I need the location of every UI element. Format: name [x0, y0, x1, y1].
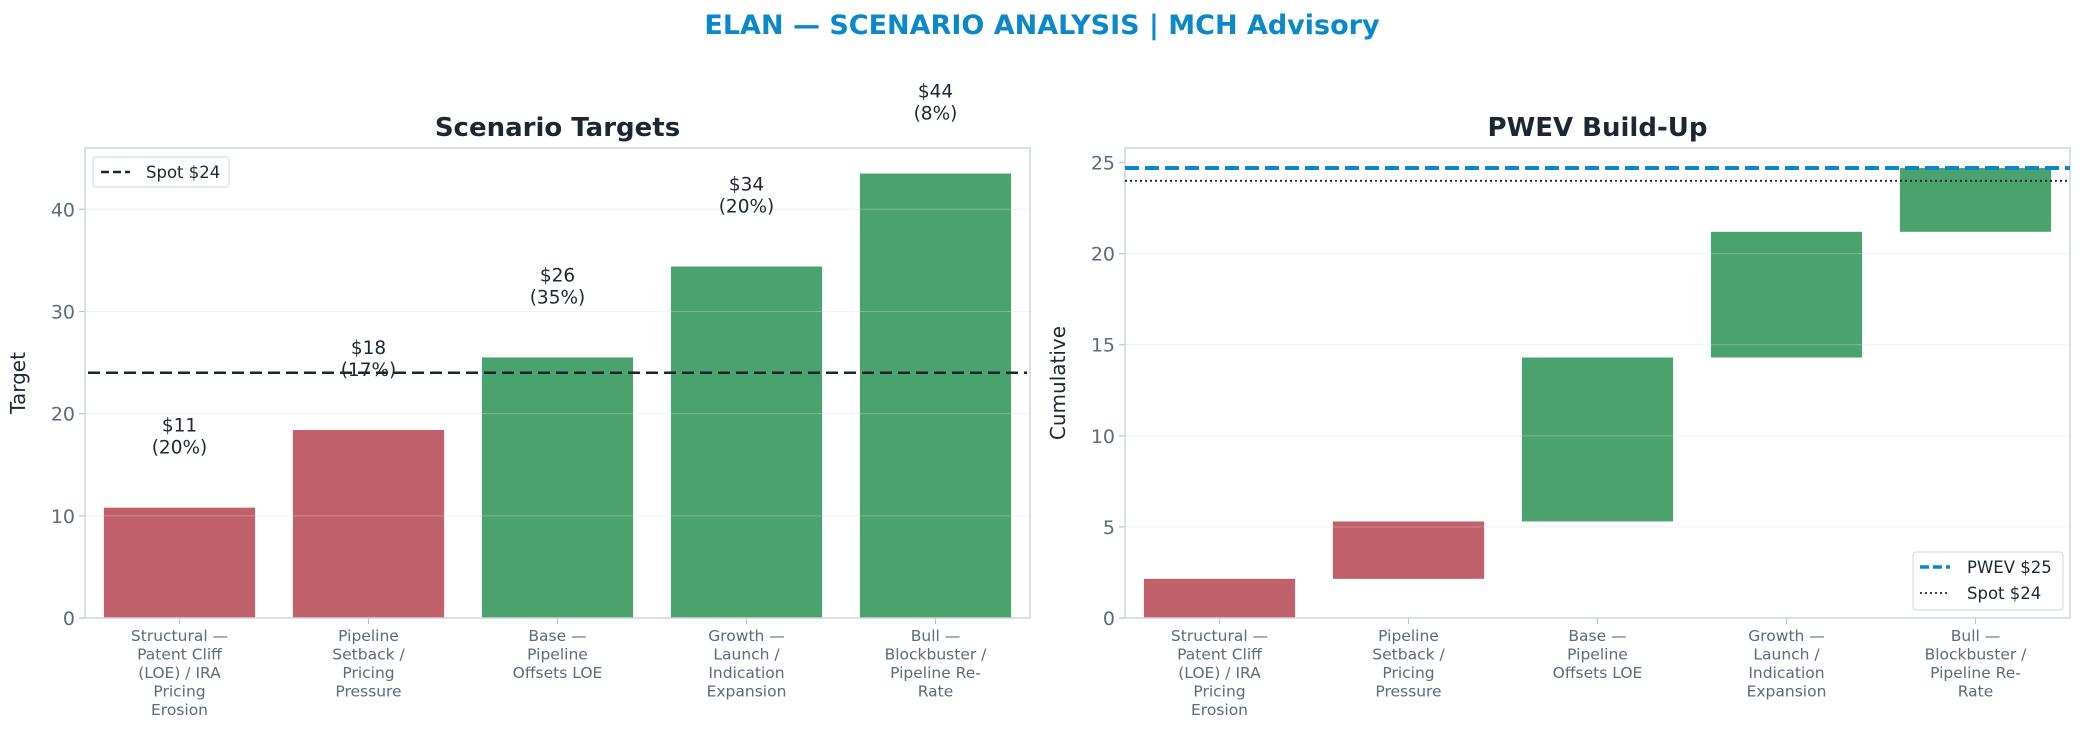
- chart-title: PWEV Build-Up: [1488, 113, 1708, 143]
- chart-title: Scenario Targets: [435, 113, 680, 143]
- legend-box: [1912, 551, 2064, 611]
- legend-box: [92, 156, 230, 188]
- y-tick-label: 30: [51, 301, 75, 323]
- y-tick-label: 10: [51, 506, 75, 528]
- plot-frame: [84, 147, 1031, 619]
- legend: PWEV $25 Spot $24: [1912, 551, 2064, 611]
- y-tick-label: 0: [1103, 608, 1115, 630]
- data-label-5: $44 (8%): [914, 82, 958, 125]
- bar-3: [1521, 357, 1674, 522]
- category-label-3: Base — Pipeline Offsets LOE: [513, 627, 603, 682]
- y-tick-label: 10: [1091, 426, 1115, 448]
- scenario-targets-chart: Scenario Targets 0 10 20 30 40 Structural — Pat…: [6, 82, 1031, 719]
- data-label-4: $34 (20%): [719, 175, 775, 218]
- bar-1: [103, 507, 256, 618]
- bar-3: [481, 357, 634, 618]
- category-label-4: Growth — Launch / Indication Expansion: [707, 627, 787, 701]
- legend-spot-label: Spot $24: [146, 163, 220, 182]
- y-tick-label: 5: [1103, 517, 1115, 539]
- bar-5: [1899, 168, 2052, 232]
- bar-4: [1710, 231, 1863, 358]
- y-tick-label: 15: [1091, 335, 1115, 357]
- data-label-3: $26 (35%): [530, 265, 586, 308]
- plot-frame: [1124, 147, 2071, 619]
- legend-pwev-label: PWEV $25: [1967, 558, 2052, 577]
- y-axis-label: Target: [6, 352, 30, 415]
- data-label-2: $18 (17%): [341, 338, 397, 381]
- y-axis-label: Cumulative: [1046, 326, 1070, 440]
- y-tick-label: 20: [1091, 244, 1115, 266]
- category-label-5: Bull — Blockbuster / Pipeline Re-Rate: [1925, 627, 2028, 701]
- legend-spot-label: Spot $24: [1967, 584, 2041, 603]
- bar-2: [1332, 521, 1485, 579]
- category-label-2: Pipeline Setback / Pricing Pressure: [332, 627, 405, 701]
- bar-1: [1143, 578, 1296, 618]
- y-tick-label: 25: [1091, 153, 1115, 175]
- y-tick-label: 40: [51, 199, 75, 221]
- pwev-buildup-chart: PWEV Build-Up 0 5 10 15 20 25 Structural — Paten…: [1046, 113, 2071, 719]
- category-label-1: Structural — Patent Cliff (LOE) / IRA Prici…: [131, 627, 228, 719]
- bar-4: [670, 266, 823, 618]
- y-tick-label: 0: [63, 608, 75, 630]
- bar-2: [292, 430, 445, 618]
- category-label-2: Pipeline Setback / Pricing Pressure: [1372, 627, 1445, 701]
- category-label-1: Structural — Patent Cliff (LOE) / IRA Prici…: [1171, 627, 1268, 719]
- category-label-4: Growth — Launch / Indication Expansion: [1747, 627, 1827, 701]
- y-tick-label: 20: [51, 404, 75, 426]
- data-label-1: $11 (20%): [152, 416, 208, 459]
- bar-5: [859, 173, 1012, 619]
- legend: Spot $24: [92, 156, 230, 188]
- page-title: ELAN — SCENARIO ANALYSIS | MCH Advisory: [704, 10, 1380, 41]
- category-label-5: Bull — Blockbuster / Pipeline Re-Rate: [885, 627, 988, 701]
- category-label-3: Base — Pipeline Offsets LOE: [1553, 627, 1643, 682]
